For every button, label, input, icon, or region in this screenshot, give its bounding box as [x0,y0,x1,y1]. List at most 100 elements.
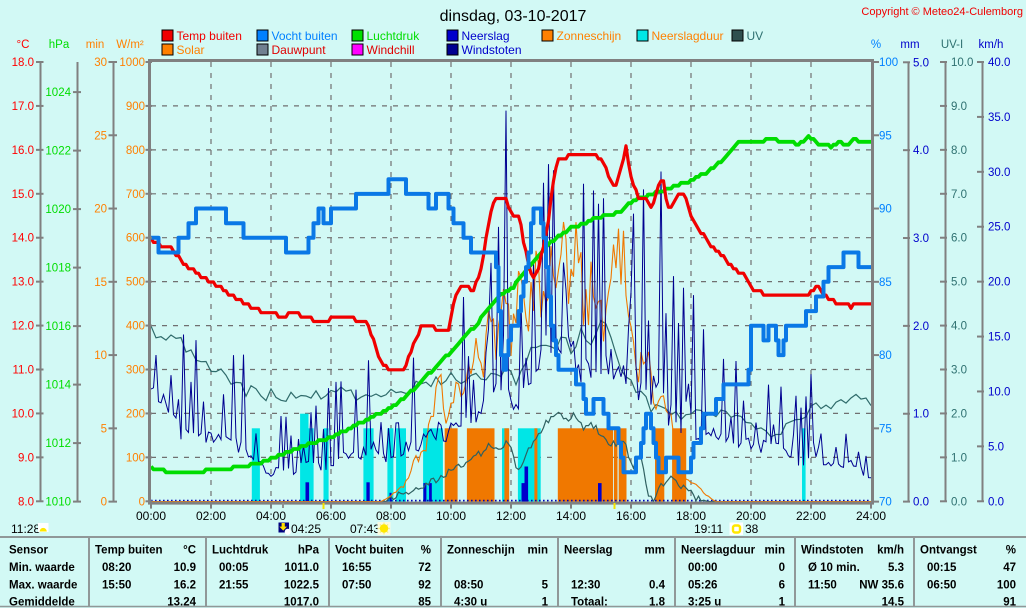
svg-text:1011.0: 1011.0 [284,562,319,574]
svg-text:Min. waarde: Min. waarde [9,562,75,574]
svg-text:70: 70 [879,497,892,509]
svg-text:10: 10 [94,350,107,362]
svg-text:Solar: Solar [177,43,205,57]
svg-text:Windstoten: Windstoten [462,43,522,57]
svg-text:Ø 10 min.: Ø 10 min. [808,562,860,574]
svg-text:00:15: 00:15 [927,562,957,574]
svg-text:6.0: 6.0 [951,233,967,245]
svg-text:NW 35.6: NW 35.6 [859,580,904,592]
svg-text:16.0: 16.0 [12,145,34,157]
svg-text:72: 72 [418,562,431,574]
svg-text:1016: 1016 [45,321,71,333]
svg-text:Zonneschijn: Zonneschijn [447,545,515,557]
svg-text:16:00: 16:00 [616,509,646,523]
svg-text:3:25 u: 3:25 u [688,597,721,608]
svg-text:600: 600 [126,233,145,245]
svg-text:90: 90 [879,204,892,216]
svg-text:17.0: 17.0 [12,101,34,113]
svg-text:200: 200 [126,408,145,420]
svg-text:1000: 1000 [119,57,145,69]
svg-text:11:50: 11:50 [808,580,837,592]
svg-text:80: 80 [879,350,892,362]
svg-text:21:55: 21:55 [219,580,249,592]
svg-text:4:30 u: 4:30 u [454,597,487,608]
svg-text:Luchtdruk: Luchtdruk [212,545,269,557]
svg-text:00:00: 00:00 [688,562,717,574]
svg-text:14:00: 14:00 [556,509,586,523]
svg-text:85: 85 [418,597,431,608]
svg-text:20:00: 20:00 [736,509,766,523]
svg-text:5.3: 5.3 [888,562,904,574]
svg-text:10:00: 10:00 [436,509,466,523]
svg-text:Max. waarde: Max. waarde [9,580,77,592]
svg-text:38: 38 [745,522,759,536]
svg-text:mm: mm [645,545,665,557]
svg-text:%: % [1006,545,1016,557]
svg-text:min: min [765,545,785,557]
svg-text:UV-I: UV-I [941,39,963,51]
svg-text:1: 1 [542,597,549,608]
svg-text:05:26: 05:26 [688,580,717,592]
svg-text:3.0: 3.0 [951,365,967,377]
svg-text:25.0: 25.0 [988,222,1010,234]
svg-text:0.0: 0.0 [913,497,929,509]
svg-text:5.0: 5.0 [951,277,967,289]
svg-text:1024: 1024 [45,87,71,99]
svg-text:30: 30 [94,57,107,69]
svg-text:°C: °C [17,39,30,51]
svg-text:5: 5 [542,580,549,592]
svg-text:1018: 1018 [45,263,71,275]
svg-text:Vocht buiten: Vocht buiten [335,545,404,557]
svg-text:11:28: 11:28 [11,522,40,536]
svg-text:14.5: 14.5 [882,597,905,608]
svg-text:Temp buiten: Temp buiten [95,545,163,557]
svg-text:1020: 1020 [45,204,71,216]
svg-text:00:05: 00:05 [219,562,249,574]
svg-text:10.9: 10.9 [174,562,196,574]
svg-text:08:50: 08:50 [454,580,483,592]
svg-text:800: 800 [126,145,145,157]
svg-text:24:00: 24:00 [856,509,886,523]
svg-text:5: 5 [101,423,107,435]
svg-text:2.0: 2.0 [951,408,967,420]
svg-text:Ontvangst: Ontvangst [920,545,977,557]
svg-text:15: 15 [94,277,107,289]
svg-text:10.0: 10.0 [988,386,1010,398]
svg-text:9.0: 9.0 [951,101,967,113]
svg-text:12.0: 12.0 [12,321,34,333]
svg-text:08:00: 08:00 [376,509,406,523]
svg-text:min: min [86,39,105,51]
svg-text:9.0: 9.0 [18,452,34,464]
svg-text:85: 85 [879,277,892,289]
svg-text:°C: °C [183,545,196,557]
svg-text:Neerslagduur: Neerslagduur [652,29,724,43]
svg-text:04:25: 04:25 [291,522,321,536]
svg-text:07:50: 07:50 [342,580,371,592]
svg-text:400: 400 [126,321,145,333]
svg-text:Temp buiten: Temp buiten [177,29,242,43]
svg-text:16:55: 16:55 [342,562,372,574]
svg-text:1022.5: 1022.5 [284,580,320,592]
svg-text:1.8: 1.8 [649,597,666,608]
svg-text:1022: 1022 [45,146,71,158]
svg-text:35.0: 35.0 [988,112,1010,124]
svg-text:02:00: 02:00 [196,509,226,523]
svg-text:Copyright © Meteo24-Culemborg: Copyright © Meteo24-Culemborg [861,6,1023,18]
svg-text:3.0: 3.0 [913,233,929,245]
svg-text:8.0: 8.0 [18,496,34,508]
svg-text:7.0: 7.0 [951,189,967,201]
svg-text:0.0: 0.0 [988,496,1004,508]
svg-text:0: 0 [139,496,145,508]
svg-text:1: 1 [779,597,786,608]
svg-text:Neerslag: Neerslag [462,29,510,43]
svg-text:%: % [871,39,881,51]
svg-text:16.2: 16.2 [174,580,196,592]
svg-text:100: 100 [997,580,1016,592]
svg-text:13.0: 13.0 [12,277,34,289]
svg-text:15:50: 15:50 [102,580,131,592]
svg-text:25: 25 [94,130,107,142]
svg-text:Neerslag: Neerslag [564,545,613,557]
svg-text:13.24: 13.24 [167,597,196,608]
svg-text:10.0: 10.0 [951,57,973,69]
svg-text:14.0: 14.0 [12,233,34,245]
